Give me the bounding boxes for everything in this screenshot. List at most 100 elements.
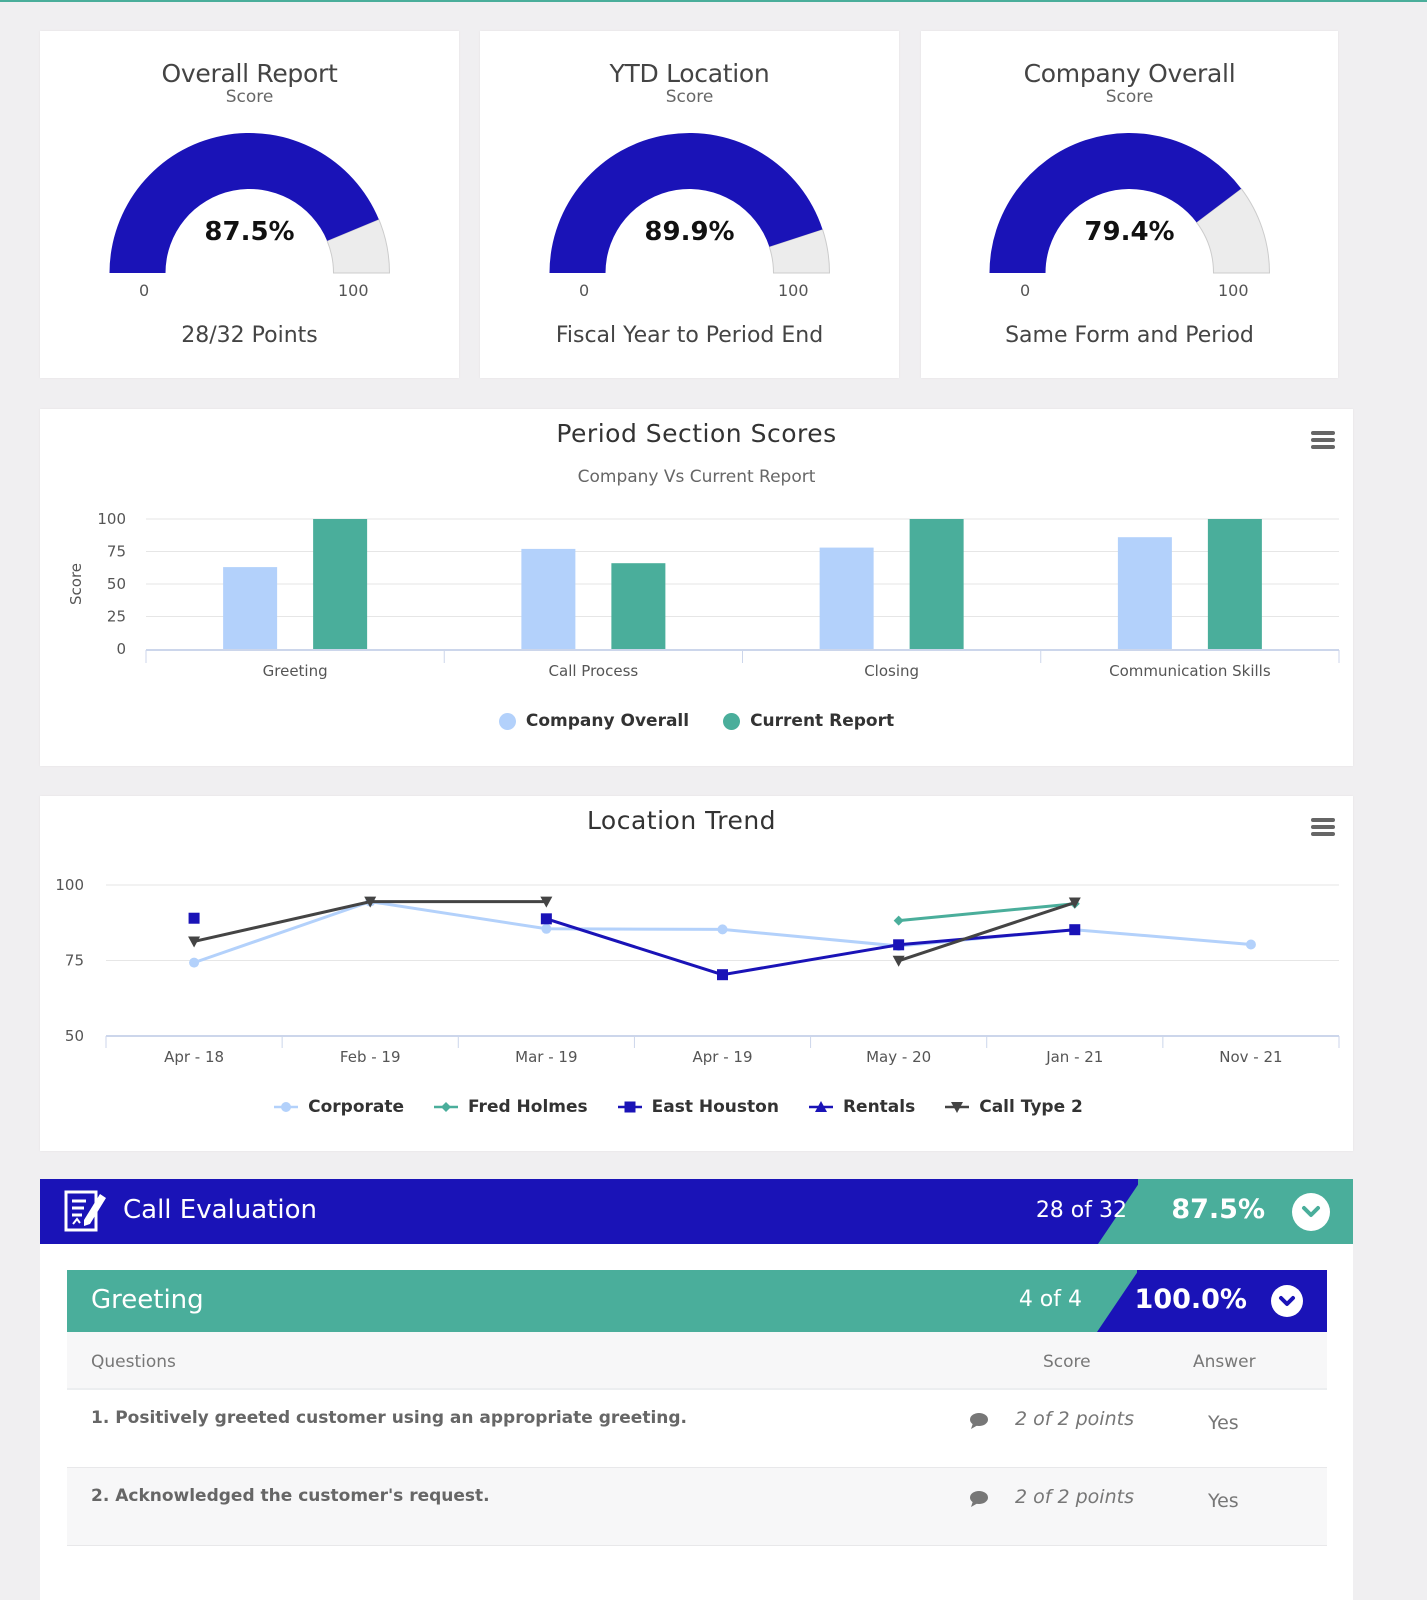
gauge-card-company-overall: Company Overall Score 79.4% 0 100 Same F…	[921, 31, 1338, 378]
bar-company-overall[interactable]	[521, 548, 576, 649]
gauge-card-ytd-location: YTD Location Score 89.9% 0 100 Fiscal Ye…	[480, 31, 899, 378]
legend-item-fred-holmes[interactable]: Fred Holmes	[434, 1097, 588, 1117]
data-point[interactable]	[892, 955, 905, 967]
section-title: Greeting	[91, 1285, 204, 1315]
chart-title: Period Section Scores	[556, 419, 837, 448]
legend-marker	[945, 1102, 970, 1113]
data-point[interactable]	[893, 915, 904, 926]
y-tick-label: 100	[55, 876, 84, 894]
bar-current-report[interactable]	[909, 519, 964, 649]
location-trend-card: Location Trend 50 75 100 Apr - 18 Feb - 19 Ma…	[40, 796, 1353, 1151]
data-point[interactable]	[893, 939, 905, 951]
gauge-card-overall-report: Overall Report Score 87.5% 0 100 28/32 P…	[40, 31, 459, 378]
chart-subtitle: Company Vs Current Report	[577, 467, 816, 487]
question-answer: Yes	[1208, 1412, 1239, 1434]
bar-company-overall[interactable]	[819, 547, 874, 649]
series-call-type-2	[188, 896, 1081, 967]
question-score: 2 of 2 points	[1015, 1486, 1134, 1508]
gauge-value: 79.4%	[1084, 217, 1175, 247]
series-east-houston	[188, 912, 1081, 981]
legend-marker-symbol	[441, 1102, 452, 1112]
comment-icon[interactable]	[969, 1490, 989, 1508]
gauge-max-label: 100	[338, 281, 369, 300]
gauge-max-label: 100	[1218, 281, 1249, 300]
legend-label: Rentals	[842, 1097, 916, 1117]
y-tick-label: 50	[65, 1027, 84, 1045]
gauge-min-label: 0	[1020, 281, 1031, 300]
bar-chart-plot: Score 0 25 50 75 100 Greeting Call Process Closi…	[67, 510, 1340, 680]
data-point[interactable]	[188, 936, 201, 948]
data-point[interactable]	[541, 923, 552, 934]
data-point[interactable]	[188, 912, 200, 924]
data-point[interactable]	[717, 924, 728, 935]
legend-item-corporate[interactable]: Corporate	[274, 1097, 404, 1117]
question-score: 2 of 2 points	[1015, 1408, 1134, 1430]
evaluation-title: Call Evaluation	[123, 1195, 317, 1225]
section-expand-button[interactable]	[1271, 1285, 1303, 1317]
data-point[interactable]	[1245, 939, 1256, 950]
section-percent: 100.0%	[1134, 1284, 1247, 1315]
x-tick-label: Call Process	[549, 662, 639, 680]
period-section-scores-card: Period Section Scores Company Vs Current…	[40, 409, 1353, 766]
x-tick-label: Closing	[864, 662, 919, 680]
legend-marker	[498, 712, 516, 730]
legend-item-call-type-2[interactable]: Call Type 2	[945, 1097, 1083, 1117]
legend-marker-symbol	[281, 1102, 292, 1112]
chevron-down-icon	[1279, 1296, 1295, 1306]
x-tick-label: Communication Skills	[1109, 662, 1271, 680]
series-line	[545, 917, 1075, 977]
evaluation-count: 28 of 32	[1035, 1198, 1127, 1223]
data-point[interactable]	[717, 969, 728, 981]
question-text: 2. Acknowledged the customer's request.	[91, 1486, 490, 1506]
data-point[interactable]	[189, 957, 200, 968]
top-accent-line	[0, 0, 1427, 2]
y-axis-label: Score	[67, 563, 85, 605]
legend-marker-symbol	[624, 1101, 636, 1113]
series-line	[898, 902, 1075, 923]
y-tick-label: 50	[107, 575, 126, 593]
data-point[interactable]	[540, 913, 552, 925]
legend-item-current-report[interactable]: Current Report	[723, 711, 894, 731]
legend-item-company-overall[interactable]: Company Overall	[498, 711, 690, 731]
evaluation-form-icon	[64, 1190, 106, 1232]
question-answer: Yes	[1208, 1490, 1239, 1512]
call-evaluation-header[interactable]: Call Evaluation 28 of 32 87.5%	[40, 1179, 1353, 1244]
chart-title: Location Trend	[586, 806, 777, 835]
legend-item-rentals[interactable]: Rentals	[808, 1097, 916, 1117]
x-tick-label: Apr - 18	[164, 1048, 224, 1066]
x-tick-label: Mar - 19	[515, 1048, 577, 1066]
gauge-footer: Fiscal Year to Period End	[555, 323, 824, 348]
column-header-answer: Answer	[1193, 1352, 1256, 1372]
y-tick-label: 25	[107, 608, 126, 626]
bar-current-report[interactable]	[611, 563, 666, 649]
comment-icon[interactable]	[969, 1412, 989, 1430]
y-tick-label: 75	[107, 543, 126, 561]
gauge-track	[326, 218, 391, 274]
data-point[interactable]	[540, 896, 553, 908]
bar-company-overall[interactable]	[223, 567, 278, 649]
legend-label: East Houston	[651, 1097, 779, 1117]
gauge-subtitle: Score	[1105, 87, 1154, 107]
chart-menu-button[interactable]	[1311, 431, 1337, 453]
line-chart-legend: Corporate Fred Holmes East Houston Rentals C…	[4, 1097, 1353, 1117]
evaluation-expand-button[interactable]	[1292, 1193, 1330, 1231]
bar-current-report[interactable]	[1207, 519, 1262, 649]
bar-current-report[interactable]	[313, 519, 368, 649]
data-point[interactable]	[1069, 924, 1081, 936]
legend-item-east-houston[interactable]: East Houston	[617, 1097, 779, 1117]
chart-menu-button[interactable]	[1311, 818, 1337, 840]
evaluation-percent: 87.5%	[1171, 1194, 1265, 1225]
legend-label: Company Overall	[525, 711, 690, 731]
gauge-fill	[109, 133, 379, 273]
questions-table: Questions Score Answer 1. Positively gre…	[67, 1332, 1327, 1546]
legend-marker	[434, 1102, 459, 1112]
data-point[interactable]	[364, 896, 377, 908]
section-header-greeting[interactable]: Greeting 4 of 4 100.0%	[67, 1270, 1327, 1332]
bar-company-overall[interactable]	[1117, 537, 1172, 649]
column-header-score: Score	[1043, 1352, 1091, 1372]
data-point[interactable]	[1068, 897, 1081, 909]
legend-marker	[617, 1101, 642, 1113]
y-tick-label: 75	[65, 952, 84, 970]
legend-marker-symbol	[951, 1102, 964, 1113]
question-row: 1. Positively greeted customer using an …	[67, 1390, 1327, 1468]
